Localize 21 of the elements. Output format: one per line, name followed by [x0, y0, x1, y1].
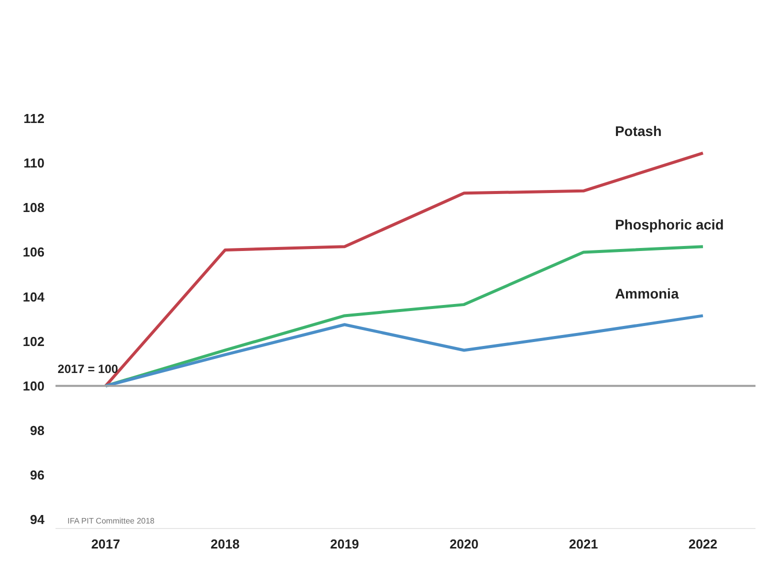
annotation: 2017 = 100	[58, 362, 118, 376]
x-tick-label: 2017	[91, 536, 120, 552]
y-tick-label: 106	[22, 244, 45, 260]
y-tick-label: 110	[24, 156, 45, 171]
series-label: Phosphoric acid	[614, 216, 724, 233]
x-tick-label: 2020	[450, 536, 478, 552]
annotation: IFA PIT Committee 2018	[68, 516, 156, 526]
y-tick-label: 100	[22, 378, 45, 394]
series-label: Potash	[614, 123, 662, 140]
x-tick-label: 2018	[210, 536, 240, 552]
series-label: Ammonia	[614, 286, 679, 302]
y-tick-label: 96	[30, 468, 45, 483]
x-tick-label: 2019	[330, 536, 360, 552]
y-tick-label: 98	[30, 422, 45, 438]
y-tick-label: 104	[22, 289, 46, 304]
x-tick-label: 2021	[569, 536, 598, 552]
y-tick-label: 102	[22, 334, 45, 349]
y-tick-label: 112	[24, 111, 45, 126]
y-tick-label: 94	[30, 512, 46, 528]
x-tick-label: 2022	[688, 536, 718, 552]
y-tick-label: 108	[22, 200, 45, 216]
